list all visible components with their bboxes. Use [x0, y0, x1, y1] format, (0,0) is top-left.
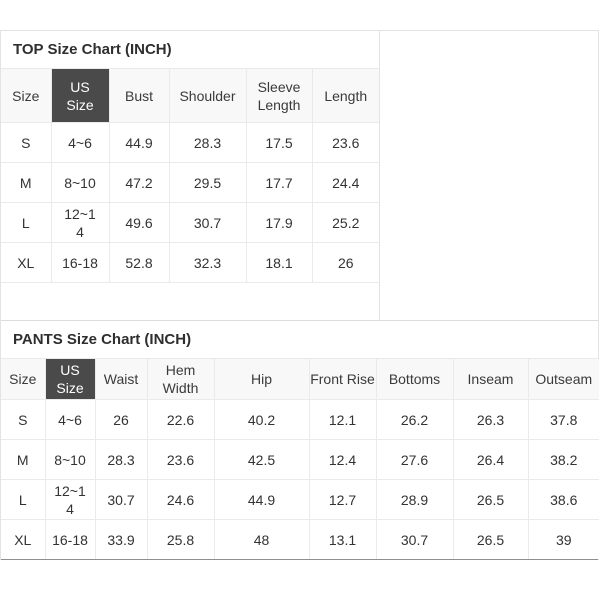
top-table-cell: 44.9	[108, 122, 170, 163]
pants-table-cell: L	[0, 479, 46, 520]
top-table-cell: 52.8	[108, 242, 170, 283]
top-table-cell: 17.7	[245, 162, 313, 203]
top-table-header-cell: Shoulder	[168, 68, 247, 123]
top-table-cell: L	[0, 202, 52, 243]
pants-table-header-cell: Bottoms	[375, 358, 454, 400]
top-table-cell: 8~10	[50, 162, 110, 203]
pants-table-cell: 44.9	[213, 479, 310, 520]
pants-table-cell: M	[0, 439, 46, 480]
top-table-cell: XL	[0, 242, 52, 283]
top-table-cell: 17.5	[245, 122, 313, 163]
pants-table-cell: 26.5	[452, 479, 529, 520]
pants-table-cell: 27.6	[375, 439, 454, 480]
top-table-cell: 24.4	[311, 162, 380, 203]
pants-table-cell: 26.3	[452, 399, 529, 440]
pants-table-cell: 12.7	[308, 479, 377, 520]
top-table-cell: 47.2	[108, 162, 170, 203]
pants-table-cell: 40.2	[213, 399, 310, 440]
top-table-cell: 26	[311, 242, 380, 283]
pants-table-cell: 26.4	[452, 439, 529, 480]
pants-table-cell: S	[0, 399, 46, 440]
pants-table-cell: 23.6	[146, 439, 215, 480]
pants-table-cell: 37.8	[527, 399, 600, 440]
pants-table-header-cell: Outseam	[527, 358, 600, 400]
top-table-header-cell: US Size	[50, 68, 110, 123]
pants-table-header-cell: Inseam	[452, 358, 529, 400]
top-table-cell: S	[0, 122, 52, 163]
top-table-cell: 18.1	[245, 242, 313, 283]
pants-table-cell: 4~6	[44, 399, 96, 440]
top-table-header-cell: Length	[311, 68, 380, 123]
pants-table-cell: 39	[527, 519, 600, 560]
top-table-cell: M	[0, 162, 52, 203]
pants-table-cell: 25.8	[146, 519, 215, 560]
pants-table-cell: 28.9	[375, 479, 454, 520]
pants-table-header-cell: Size	[0, 358, 46, 400]
pants-table-cell: 38.2	[527, 439, 600, 480]
pants-table-cell: 22.6	[146, 399, 215, 440]
pants-table-cell: 24.6	[146, 479, 215, 520]
pants-table-cell: 30.7	[94, 479, 148, 520]
pants-table-cell: 26.2	[375, 399, 454, 440]
pants-table-cell: 26.5	[452, 519, 529, 560]
top-table-cell: 25.2	[311, 202, 380, 243]
pants-table-cell: 28.3	[94, 439, 148, 480]
top-table-row: M 8~10 47.2 29.5 17.7 24.4	[0, 162, 380, 203]
pants-table-cell: XL	[0, 519, 46, 560]
top-table-row: S 4~6 44.9 28.3 17.5 23.6	[0, 122, 380, 163]
top-table-cell: 16-18	[50, 242, 110, 283]
top-table-cell: 4~6	[50, 122, 110, 163]
top-table-row: L 12~14 49.6 30.7 17.9 25.2	[0, 202, 380, 243]
pants-table-cell: 30.7	[375, 519, 454, 560]
pants-table-cell: 16-18	[44, 519, 96, 560]
top-table-cell: 49.6	[108, 202, 170, 243]
pants-table-row: M 8~10 28.3 23.6 42.5 12.4 27.6 26.4 38.2	[0, 439, 600, 480]
pants-table-header-cell: US Size	[44, 358, 96, 400]
pants-table-row: S 4~6 26 22.6 40.2 12.1 26.2 26.3 37.8	[0, 399, 600, 440]
pants-table-cell: 8~10	[44, 439, 96, 480]
top-table-row: XL 16-18 52.8 32.3 18.1 26	[0, 242, 380, 283]
top-table-header-cell: Sleeve Length	[245, 68, 313, 123]
top-table-header-cell: Size	[0, 68, 52, 123]
pants-table-cell: 38.6	[527, 479, 600, 520]
top-table-cell: 17.9	[245, 202, 313, 243]
top-table-header-row: Size US Size Bust Shoulder Sleeve Length Leng…	[0, 68, 380, 123]
pants-table-row: L 12~14 30.7 24.6 44.9 12.7 28.9 26.5 38.6	[0, 479, 600, 520]
top-section-filler	[380, 31, 598, 320]
pants-table-cell: 12~14	[44, 479, 96, 520]
pants-table-header-cell: Front Rise	[308, 358, 377, 400]
pants-table-header-cell: Hip	[213, 358, 310, 400]
pants-table-header-cell: Waist	[94, 358, 148, 400]
top-table-empty-row	[1, 282, 379, 320]
pants-chart-title: PANTS Size Chart (INCH)	[1, 321, 598, 359]
pants-table-cell: 48	[213, 519, 310, 560]
top-size-table: Size US Size Bust Shoulder Sleeve Length Leng…	[0, 68, 380, 283]
pants-table-cell: 12.4	[308, 439, 377, 480]
pants-table-row: XL 16-18 33.9 25.8 48 13.1 30.7 26.5 39	[0, 519, 600, 560]
top-size-chart-section: TOP Size Chart (INCH) Size US Size Bust Sho…	[0, 31, 598, 321]
top-table-cell: 32.3	[168, 242, 247, 283]
top-table-cell: 29.5	[168, 162, 247, 203]
top-table-header-cell: Bust	[108, 68, 170, 123]
top-table-cell: 23.6	[311, 122, 380, 163]
pants-table-header-row: Size US Size Waist Hem Width Hip Front Rise Bo…	[0, 358, 600, 400]
top-table-cell: 28.3	[168, 122, 247, 163]
pants-table-cell: 42.5	[213, 439, 310, 480]
pants-table-cell: 26	[94, 399, 148, 440]
pants-table-cell: 12.1	[308, 399, 377, 440]
top-table-cell: 12~14	[50, 202, 110, 243]
top-size-chart: TOP Size Chart (INCH) Size US Size Bust Sho…	[0, 31, 380, 320]
pants-size-table: Size US Size Waist Hem Width Hip Front Rise Bo…	[0, 358, 600, 560]
pants-size-chart-section: PANTS Size Chart (INCH) Size US Size Waist…	[0, 321, 600, 560]
pants-table-cell: 33.9	[94, 519, 148, 560]
pants-table-header-cell: Hem Width	[146, 358, 215, 400]
top-table-cell: 30.7	[168, 202, 247, 243]
pants-table-cell: 13.1	[308, 519, 377, 560]
size-chart-panel: TOP Size Chart (INCH) Size US Size Bust Sho…	[0, 30, 600, 560]
top-chart-title: TOP Size Chart (INCH)	[1, 31, 379, 69]
